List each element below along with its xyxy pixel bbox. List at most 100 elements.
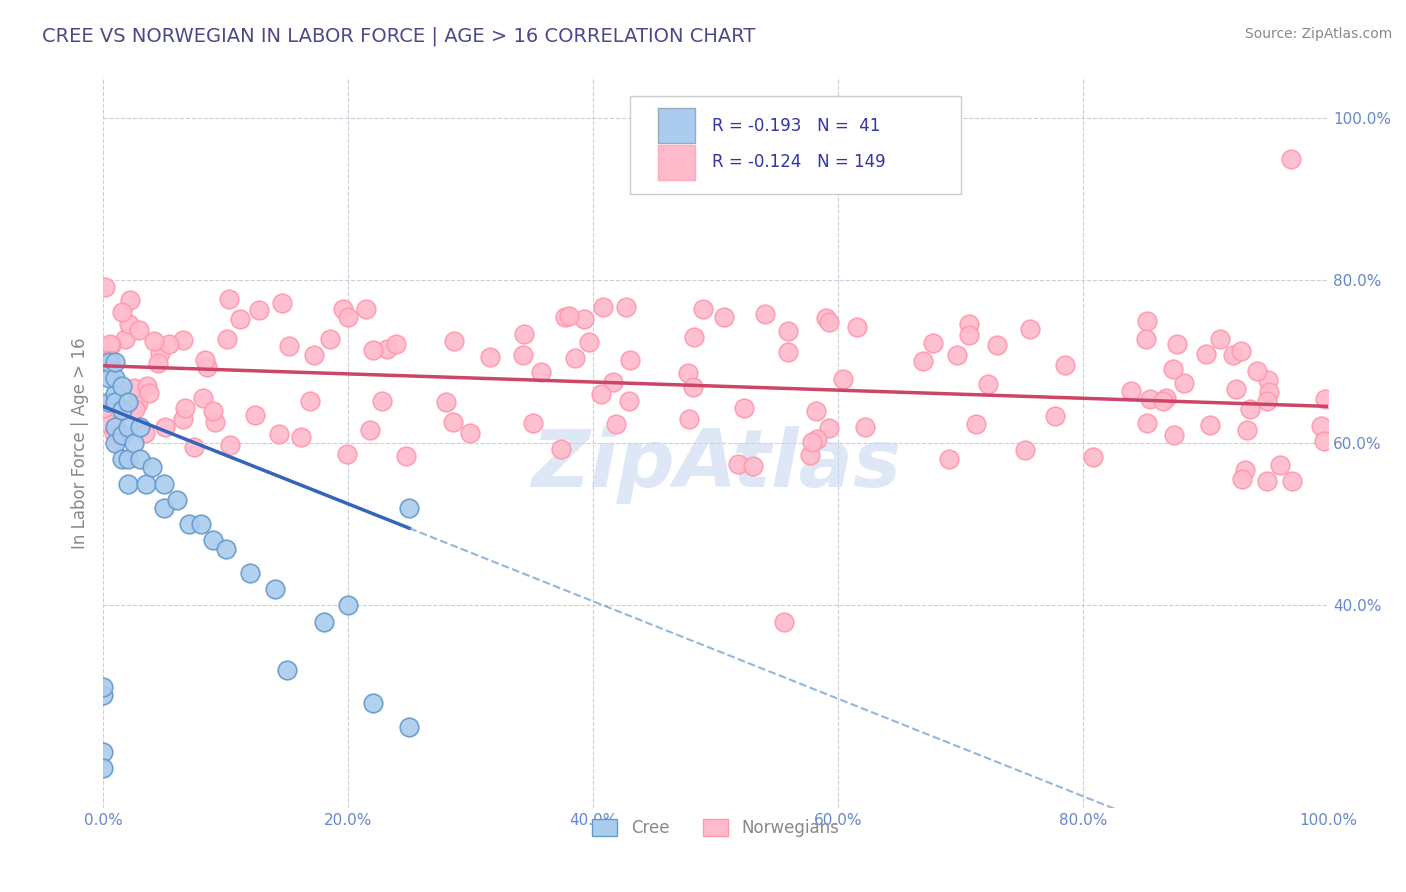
Point: [290, 430, 312, 444]
Point: [1281, 474, 1303, 488]
Point: [1152, 393, 1174, 408]
Point: [93, 401, 115, 416]
Point: [1173, 376, 1195, 390]
Point: [195, 360, 218, 375]
Point: [683, 330, 706, 344]
Point: [361, 696, 384, 710]
Point: [117, 395, 139, 409]
Text: Source: ZipAtlas.com: Source: ZipAtlas.com: [1244, 27, 1392, 41]
Text: ZipAtlas: ZipAtlas: [530, 425, 901, 504]
Point: [678, 411, 700, 425]
Point: [91, 761, 114, 775]
Point: [1257, 373, 1279, 387]
Point: [513, 327, 536, 342]
Point: [1312, 434, 1334, 448]
Point: [194, 353, 217, 368]
Point: [530, 365, 553, 379]
Point: [1166, 337, 1188, 351]
Point: [104, 371, 127, 385]
Point: [204, 416, 226, 430]
Point: [778, 345, 800, 359]
Point: [776, 324, 799, 338]
Point: [1083, 450, 1105, 464]
Point: [247, 302, 270, 317]
Point: [1232, 472, 1254, 486]
Point: [173, 401, 195, 415]
Point: [375, 342, 398, 356]
Point: [298, 394, 321, 409]
Point: [105, 432, 128, 446]
Point: [727, 457, 749, 471]
Point: [193, 391, 215, 405]
Point: [592, 300, 614, 314]
Point: [141, 460, 163, 475]
Point: [395, 449, 418, 463]
Point: [818, 421, 841, 435]
Point: [263, 582, 285, 596]
Point: [434, 394, 457, 409]
Point: [846, 320, 869, 334]
Point: [605, 417, 627, 432]
Point: [1119, 384, 1142, 398]
Point: [578, 334, 600, 349]
Point: [98, 371, 121, 385]
Point: [398, 720, 420, 734]
Point: [713, 310, 735, 324]
Point: [104, 395, 127, 409]
Point: [98, 355, 121, 369]
Text: CREE VS NORWEGIAN IN LABOR FORCE | AGE > 16 CORRELATION CHART: CREE VS NORWEGIAN IN LABOR FORCE | AGE >…: [42, 27, 755, 46]
Point: [104, 387, 127, 401]
Point: [134, 426, 156, 441]
Point: [110, 427, 132, 442]
Point: [1043, 409, 1066, 423]
Point: [1136, 416, 1159, 430]
Point: [558, 310, 581, 324]
Point: [1053, 358, 1076, 372]
Point: [354, 302, 377, 317]
Point: [336, 447, 359, 461]
Point: [1279, 152, 1302, 166]
Point: [922, 335, 945, 350]
Point: [1154, 391, 1177, 405]
Point: [938, 452, 960, 467]
Point: [149, 346, 172, 360]
Point: [214, 541, 236, 556]
Point: [276, 664, 298, 678]
Point: [269, 427, 291, 442]
Point: [94, 280, 117, 294]
Point: [522, 416, 544, 430]
Point: [1209, 333, 1232, 347]
Point: [1256, 393, 1278, 408]
Point: [229, 311, 252, 326]
Point: [773, 615, 796, 629]
Point: [678, 366, 700, 380]
Point: [138, 386, 160, 401]
Point: [959, 317, 981, 331]
Point: [215, 332, 238, 346]
Point: [127, 396, 149, 410]
Point: [806, 404, 828, 418]
Point: [614, 301, 637, 315]
Point: [172, 412, 194, 426]
Point: [239, 566, 262, 580]
Point: [1234, 462, 1257, 476]
Point: [128, 323, 150, 337]
Point: [332, 302, 354, 317]
Point: [122, 381, 145, 395]
Text: R = -0.193   N =  41: R = -0.193 N = 41: [711, 117, 880, 135]
Point: [1313, 392, 1336, 407]
Point: [1229, 344, 1251, 359]
Point: [1195, 347, 1218, 361]
Point: [398, 500, 420, 515]
Point: [619, 352, 641, 367]
Point: [550, 442, 572, 456]
Point: [441, 415, 464, 429]
Point: [166, 492, 188, 507]
Point: [153, 419, 176, 434]
Point: [91, 745, 114, 759]
Point: [1225, 382, 1247, 396]
Point: [1136, 314, 1159, 328]
Point: [1239, 402, 1261, 417]
Point: [128, 419, 150, 434]
Point: [361, 343, 384, 357]
